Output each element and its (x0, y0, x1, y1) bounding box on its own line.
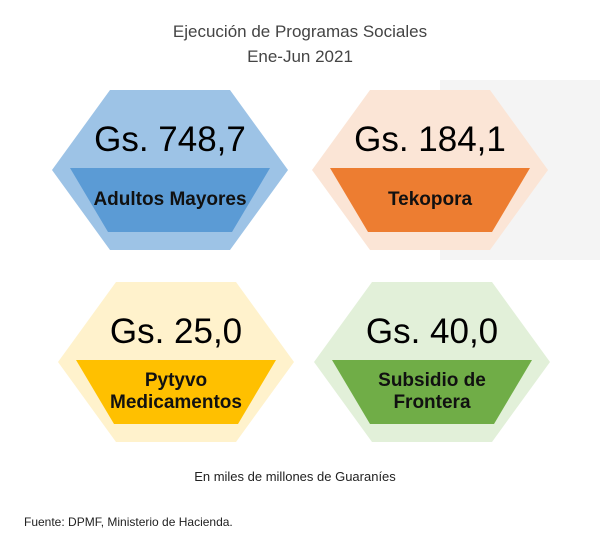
subtitle: Ene-Jun 2021 (247, 47, 353, 66)
note: En miles de millones de Guaraníes (194, 469, 396, 484)
source: Fuente: DPMF, Ministerio de Hacienda. (24, 515, 233, 529)
label-band (332, 360, 532, 424)
label-band (70, 168, 270, 232)
label-band (330, 168, 530, 232)
title: Ejecución de Programas Sociales (172, 22, 428, 41)
program-label: Subsidio de Frontera (378, 370, 486, 413)
amount: Gs. 25,0 (109, 312, 243, 351)
label-band (76, 360, 276, 424)
program-label: Tekopora (387, 189, 473, 210)
amount: Gs. 184,1 (354, 120, 506, 159)
program-label: Adultos Mayores (93, 189, 247, 210)
program-label: Pytyvo Medicamentos (110, 370, 242, 413)
amount: Gs. 748,7 (94, 120, 246, 159)
amount: Gs. 40,0 (365, 312, 499, 351)
